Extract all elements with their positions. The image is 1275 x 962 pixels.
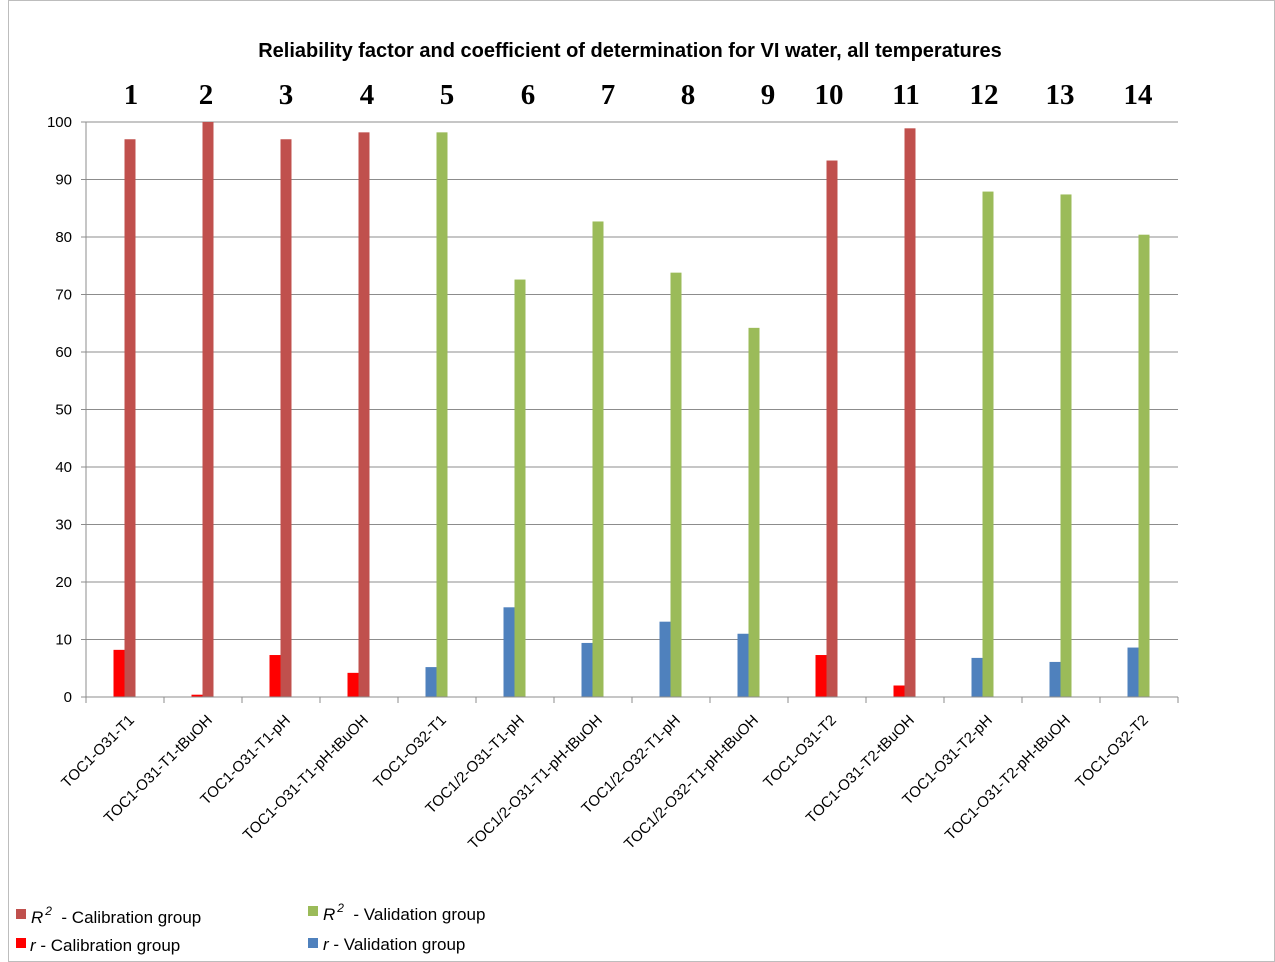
bar <box>815 655 827 697</box>
legend-swatch <box>16 909 26 919</box>
legend-swatch <box>308 938 318 948</box>
y-tick-label: 90 <box>55 172 72 189</box>
legend-symbol: r <box>323 935 330 954</box>
gridlines <box>86 121 1178 640</box>
legend-swatch <box>16 938 26 948</box>
column-number: 4 <box>360 79 375 111</box>
bar <box>659 621 671 697</box>
y-tick-label: 80 <box>55 229 72 246</box>
x-tick-label: TOC1-O31-T2 <box>760 712 840 792</box>
x-tick-label: TOC1-O32-T2 <box>1072 712 1152 792</box>
y-axis: 0 10 20 30 40 50 60 70 80 90 100 <box>47 114 87 706</box>
legend-label: r - Validation group <box>323 935 465 954</box>
legend-text: - Calibration group <box>36 936 181 955</box>
bar <box>358 132 370 698</box>
chart-frame <box>8 0 1275 962</box>
bar <box>826 160 838 697</box>
y-tick-label: 10 <box>55 632 72 649</box>
x-tick-label: TOC1/2-O31-T1-pH-tBuOH <box>465 712 606 853</box>
legend-label: r - Calibration group <box>30 936 180 955</box>
legend-text: - Calibration group <box>52 908 201 927</box>
column-number: 2 <box>199 79 214 111</box>
bar <box>1127 647 1139 697</box>
bar <box>425 667 437 697</box>
x-axis: TOC1-O31-T1TOC1-O31-T1-tBuOHTOC1-O31-T1-… <box>58 696 1179 853</box>
legend-symbol: R <box>31 908 43 927</box>
bar <box>436 132 448 698</box>
legend-symbol: R <box>323 905 335 924</box>
chart-title: Reliability factor and coefficient of de… <box>258 40 1002 62</box>
column-number: 10 <box>815 79 844 111</box>
y-tick-label: 60 <box>55 344 72 361</box>
bar <box>581 642 593 697</box>
bar <box>191 694 203 697</box>
bar <box>971 657 983 697</box>
column-number: 11 <box>892 79 919 111</box>
x-tick-label: TOC1-O32-T1 <box>370 712 450 792</box>
y-tick-label: 40 <box>55 459 72 476</box>
column-number: 6 <box>521 79 536 111</box>
bar <box>893 685 905 697</box>
legend-text: - Validation group <box>329 935 466 954</box>
bar <box>113 649 125 697</box>
bar <box>982 191 994 697</box>
x-tick-label: TOC1-O31-T2-pH-tBuOH <box>942 712 1074 844</box>
bar <box>202 122 214 697</box>
x-tick-label: TOC1-O31-T1-pH-tBuOH <box>240 712 372 844</box>
bar <box>1049 661 1061 697</box>
legend-text: - Validation group <box>344 905 485 924</box>
bar <box>503 607 515 697</box>
bar <box>514 279 526 697</box>
bar <box>592 221 604 697</box>
column-number: 8 <box>681 79 696 111</box>
bar <box>1138 234 1150 697</box>
y-tick-label: 0 <box>64 689 72 706</box>
legend-swatch <box>308 906 318 916</box>
bar <box>347 672 359 697</box>
legend-superscript: 2 <box>44 904 52 918</box>
y-tick-label: 30 <box>55 517 72 534</box>
column-number: 3 <box>279 79 294 111</box>
bar <box>904 128 916 697</box>
column-number: 12 <box>970 79 999 111</box>
bars <box>113 122 1150 698</box>
column-number: 9 <box>761 79 776 111</box>
x-tick-label: TOC1-O31-T1 <box>58 712 138 792</box>
bar <box>269 655 281 697</box>
legend-superscript: 2 <box>336 901 344 915</box>
column-number: 14 <box>1124 79 1153 111</box>
bar <box>737 633 749 697</box>
column-number: 13 <box>1046 79 1075 111</box>
x-tick-label: TOC1/2-O32-T1-pH-tBuOH <box>621 712 762 853</box>
y-tick-label: 70 <box>55 287 72 304</box>
y-tick-label: 50 <box>55 402 72 419</box>
bar <box>1060 194 1072 697</box>
bar <box>670 272 682 697</box>
column-numbers: 1 2 3 4 5 6 7 8 9 10 11 12 13 14 <box>124 79 1153 111</box>
bar <box>124 139 136 697</box>
column-number: 5 <box>440 79 455 111</box>
column-number: 7 <box>601 79 616 111</box>
bar <box>280 139 292 697</box>
bar <box>748 327 760 697</box>
y-tick-label: 100 <box>47 114 72 131</box>
legend-symbol: r <box>30 936 37 955</box>
y-tick-label: 20 <box>55 574 72 591</box>
column-number: 1 <box>124 79 139 111</box>
